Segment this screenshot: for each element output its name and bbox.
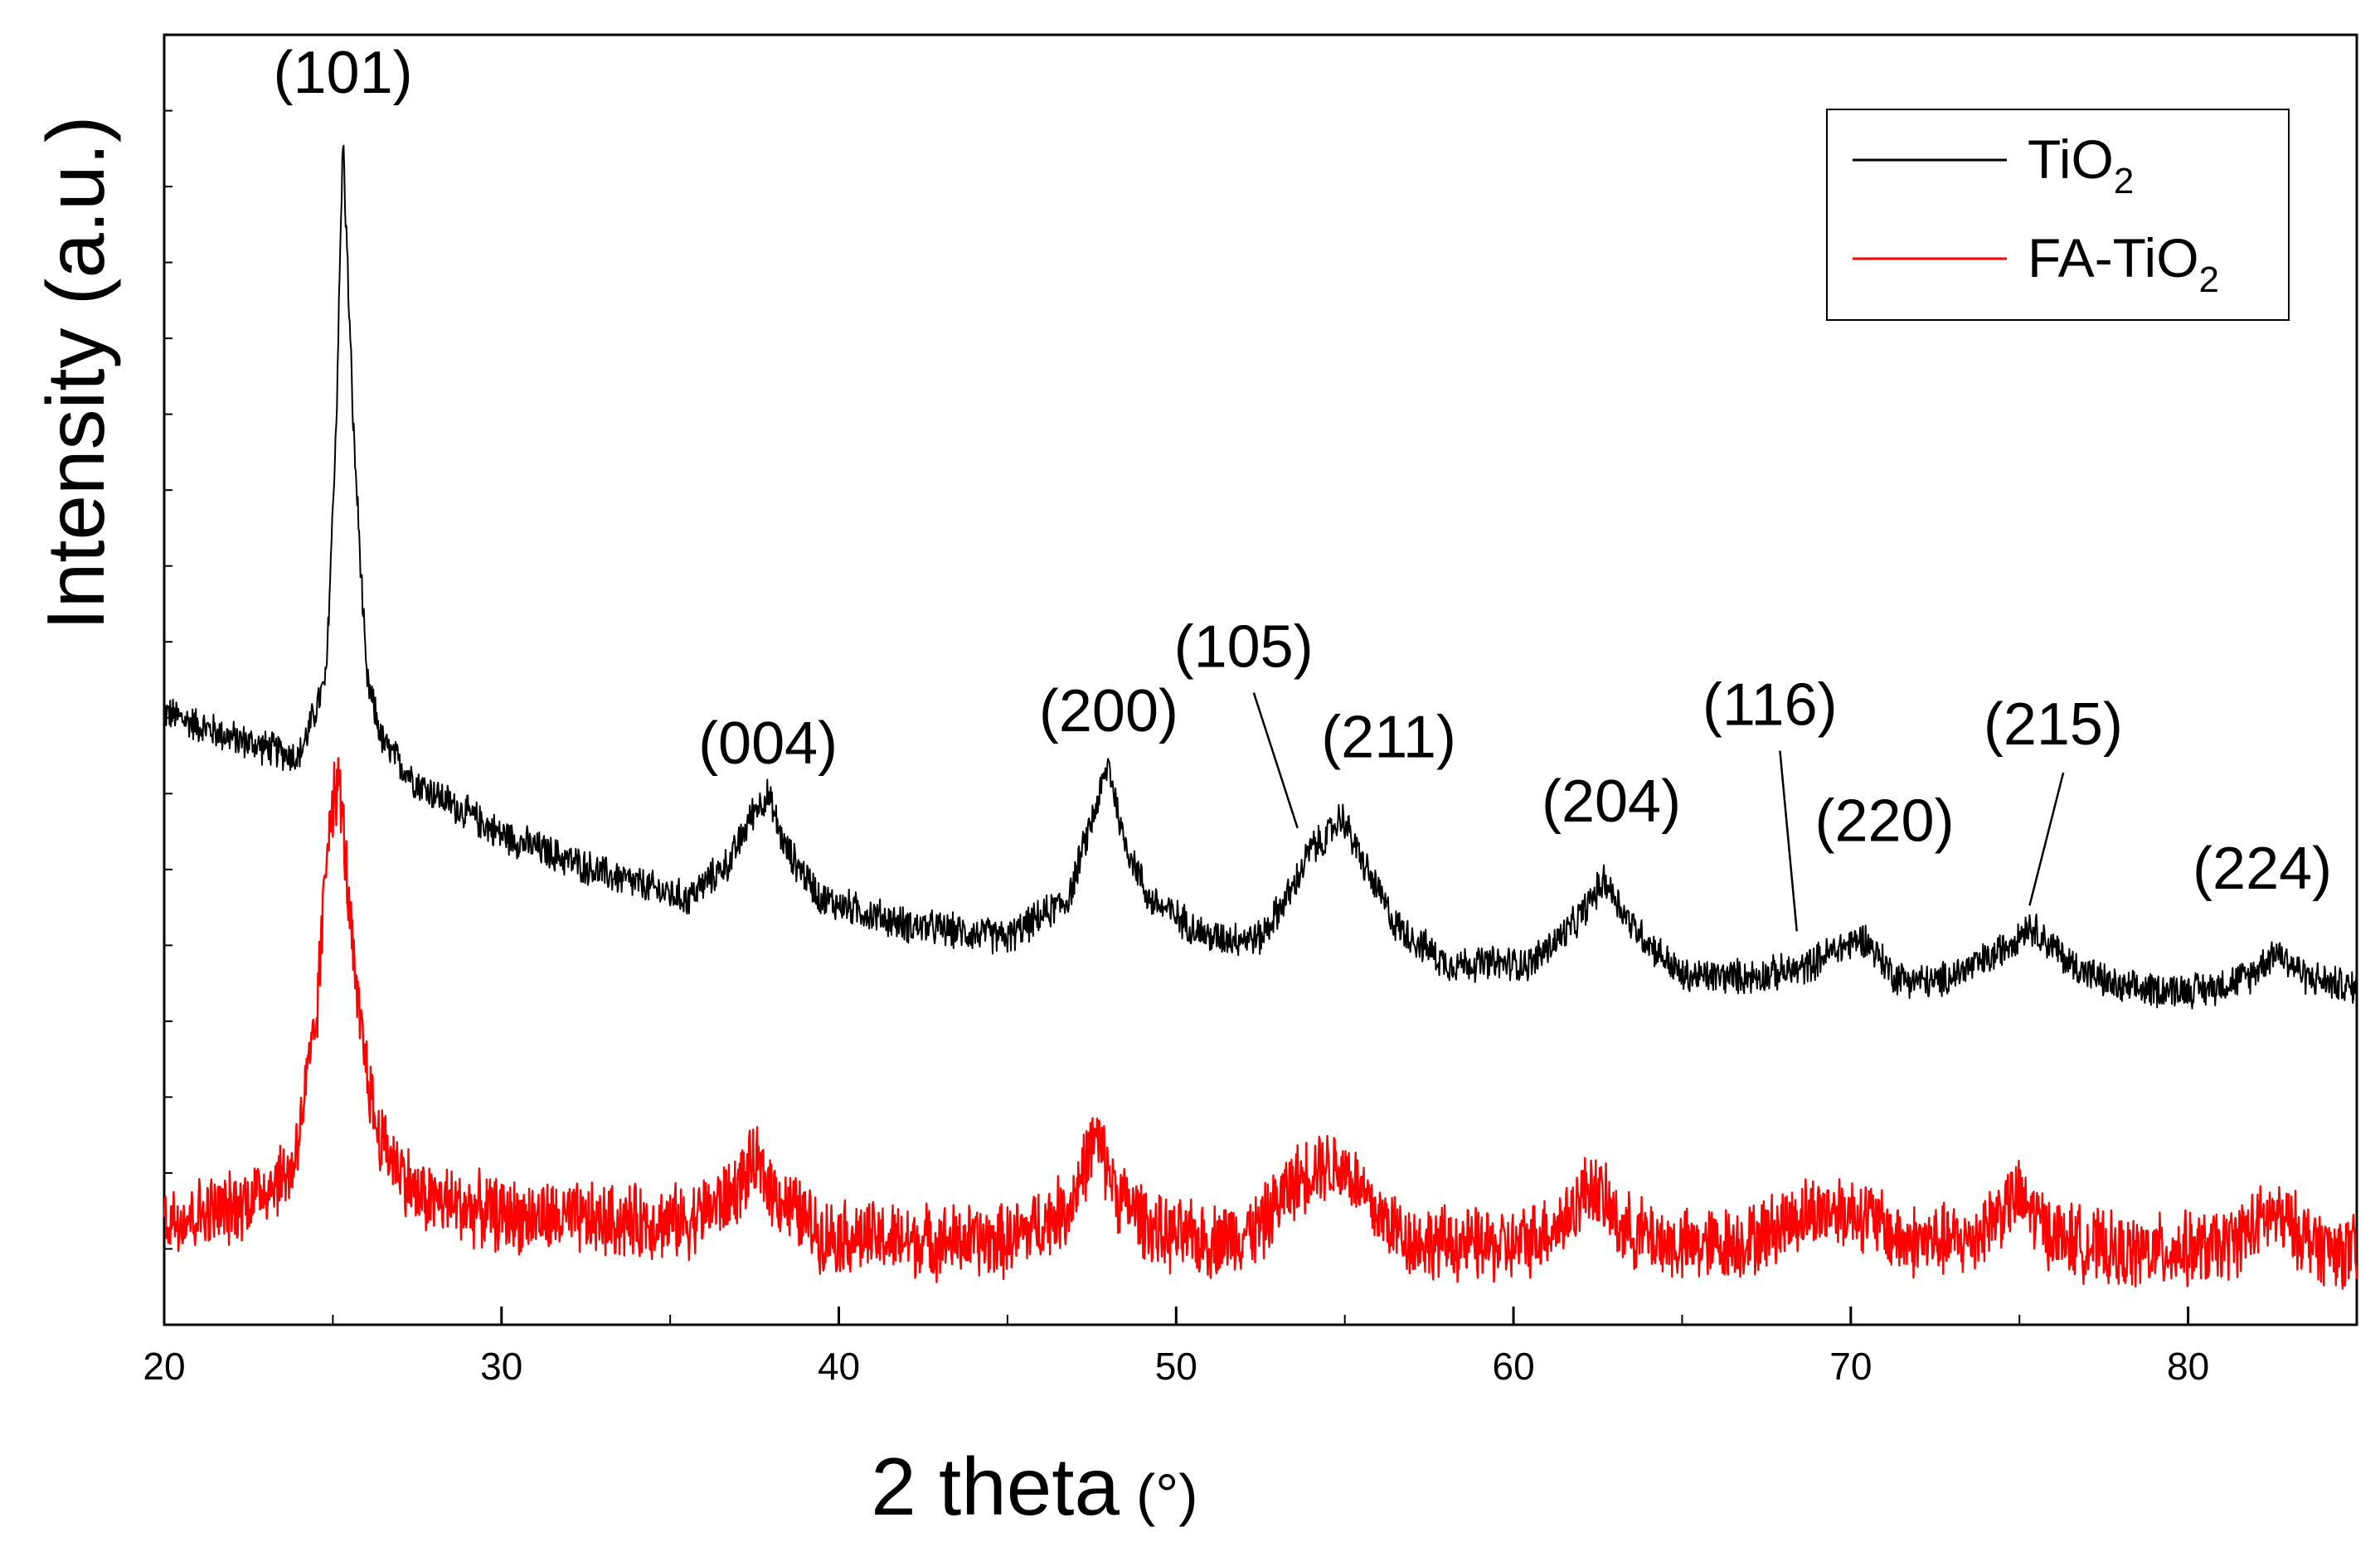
legend-label-fa-tio2: FA-TiO2 — [2028, 227, 2219, 300]
legend: TiO2 FA-TiO2 — [1826, 109, 2290, 321]
x-tick-label: 30 — [480, 1345, 522, 1388]
series-line-tio2 — [163, 144, 2358, 1010]
x-tick-label: 70 — [1829, 1345, 1872, 1388]
x-axis-title: 2 theta — [871, 1441, 1120, 1532]
x-axis-ticks: 20 30 40 50 60 70 80 — [143, 1307, 2209, 1388]
legend-box — [1826, 109, 2290, 321]
peak-label: (220) — [1814, 788, 1954, 855]
y-axis-title: Intensity (a.u.) — [30, 116, 121, 631]
peak-label: (200) — [1039, 678, 1178, 744]
peak-label: (215) — [1984, 691, 2123, 758]
x-tick-label: 50 — [1155, 1345, 1197, 1388]
peak-leader-line — [2028, 772, 2065, 906]
x-tick-label: 40 — [818, 1345, 860, 1388]
legend-label-tio2: TiO2 — [2028, 128, 2134, 201]
x-tick-label: 60 — [1492, 1345, 1534, 1388]
peak-label: (224) — [2193, 836, 2332, 902]
x-tick-label: 80 — [2167, 1345, 2209, 1388]
plot-frame — [163, 33, 2358, 1326]
x-tick-label: 20 — [143, 1345, 185, 1388]
peak-label: (004) — [698, 710, 838, 777]
y-axis-ticks — [164, 34, 172, 1326]
peak-label: (116) — [1702, 671, 1838, 738]
peak-label: (105) — [1174, 613, 1314, 680]
peak-label: (211) — [1321, 704, 1456, 770]
peak-annotations: (101) (004) (200)(105)(211) (204) (116) (220)… — [274, 40, 2332, 932]
peak-label: (204) — [1542, 768, 1681, 835]
peak-label: (101) — [274, 40, 413, 106]
peak-leader-line — [1779, 750, 1799, 932]
series-line-fa-tio2 — [163, 757, 2358, 1290]
x-axis-unit: (°) — [1136, 1462, 1198, 1527]
series-group — [163, 144, 2358, 1290]
peak-leader-line — [1252, 692, 1299, 829]
